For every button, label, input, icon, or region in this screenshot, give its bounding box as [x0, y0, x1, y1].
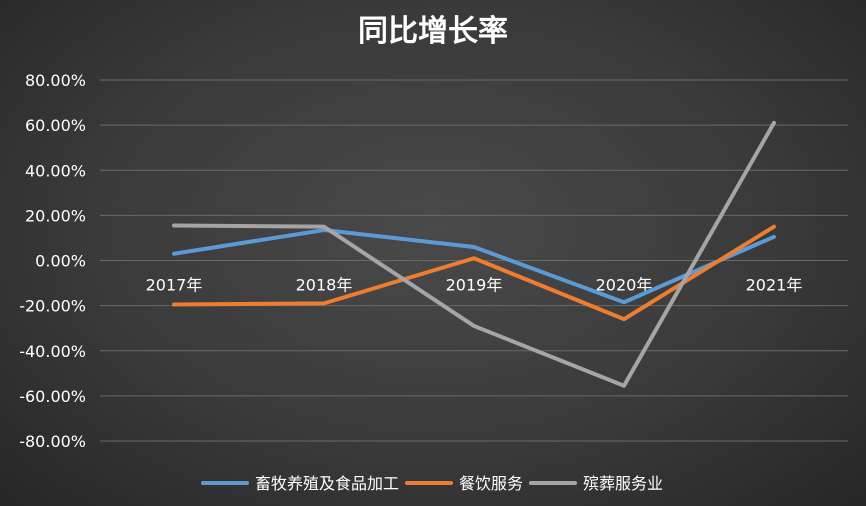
y-tick-label: -20.00% [19, 297, 86, 316]
series-line-3 [172, 120, 776, 388]
y-tick-label: 40.00% [25, 161, 86, 180]
y-axis-tick-labels: 80.00% 60.00% 40.00% 20.00% 0.00% -20.00% -40.… [19, 71, 86, 451]
series-lines [172, 120, 776, 388]
y-tick-label: 20.00% [25, 206, 86, 225]
y-tick-label: -60.00% [19, 387, 86, 406]
x-tick-label: 2018年 [296, 276, 353, 295]
legend-item-2: 餐饮服务 [405, 474, 523, 493]
chart-title: 同比增长率 [358, 14, 508, 49]
y-tick-label: 0.00% [35, 252, 86, 271]
y-tick-label: -80.00% [19, 432, 86, 451]
gridlines [100, 79, 848, 442]
x-tick-label: 2019年 [446, 276, 503, 295]
x-tick-label: 2021年 [746, 276, 803, 295]
legend-label: 殡葬服务业 [583, 474, 663, 493]
x-axis-tick-labels: 2017年 2018年 2019年 2020年 2021年 [146, 276, 803, 295]
series-line-1 [172, 228, 776, 305]
y-tick-label: 60.00% [25, 116, 86, 135]
series-line-2 [172, 224, 776, 322]
y-tick-label: -40.00% [19, 342, 86, 361]
legend-item-1: 畜牧养殖及食品加工 [201, 474, 399, 493]
legend: 畜牧养殖及食品加工 餐饮服务 殡葬服务业 [201, 474, 663, 493]
x-tick-label: 2020年 [596, 276, 653, 295]
legend-item-3: 殡葬服务业 [529, 474, 663, 493]
y-tick-label: 80.00% [25, 71, 86, 90]
legend-label: 餐饮服务 [459, 474, 523, 493]
legend-label: 畜牧养殖及食品加工 [255, 474, 399, 493]
x-tick-label: 2017年 [146, 276, 203, 295]
